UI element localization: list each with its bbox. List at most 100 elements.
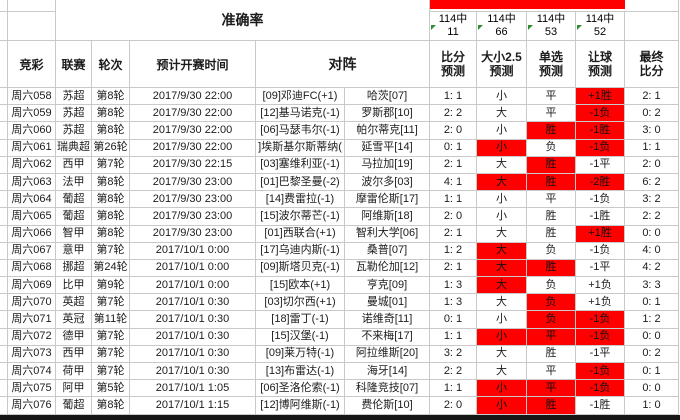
empty-cell[interactable] [625,12,679,41]
cell-handicap-prediction[interactable]: -1胜 [576,208,625,226]
cell-round[interactable]: 第8轮 [92,88,130,106]
cell-away-team[interactable]: 海牙[14] [345,363,430,381]
cell-home-team[interactable]: [18]雷丁(-1) [256,311,345,329]
cell-final-score[interactable]: 0: 2 [625,345,679,363]
cell-handicap-prediction[interactable]: +1负 [576,277,625,295]
cell-kickoff-time[interactable]: 2017/10/1 1:15 [130,397,256,415]
cell-final-score[interactable]: 0: 1 [625,294,679,312]
empty-cell[interactable] [8,12,56,41]
cell-final-score[interactable]: 0: 2 [625,105,679,123]
empty-cell[interactable] [0,294,8,312]
cell-single-pick-prediction[interactable]: 负 [527,277,576,295]
cell-score-prediction[interactable]: 2: 1 [430,259,477,278]
cell-away-team[interactable]: 帕尔蒂克[11] [345,122,430,140]
cell-score-prediction[interactable]: 4: 1 [430,173,477,192]
cell-kickoff-time[interactable]: 2017/9/30 23:00 [130,173,256,192]
cell-handicap-prediction[interactable]: -1负 [576,363,625,381]
empty-cell[interactable] [0,311,8,329]
cell-match-id[interactable]: 周六059 [8,105,56,123]
cell-away-team[interactable]: 阿拉维斯[20] [345,345,430,363]
cell-away-team[interactable]: 亨克[09] [345,277,430,295]
cell-over-under-prediction[interactable]: 大 [477,259,527,278]
cell-round[interactable]: 第24轮 [92,259,130,278]
cell-kickoff-time[interactable]: 2017/9/30 22:15 [130,156,256,174]
cell-match-id[interactable]: 周六071 [8,311,56,329]
cell-single-pick-prediction[interactable]: 负 [527,139,576,157]
cell-over-under-prediction[interactable]: 小 [477,311,527,329]
empty-cell[interactable] [0,225,8,243]
empty-cell[interactable] [8,0,56,12]
cell-league[interactable]: 挪超 [56,259,92,278]
cell-away-team[interactable]: 延雪平[14] [345,139,430,157]
cell-handicap-prediction[interactable]: -1平 [576,259,625,278]
cell-single-pick-prediction[interactable]: 胜 [527,122,576,140]
cell-home-team[interactable]: [01]巴黎圣曼(-2) [256,173,345,192]
cell-home-team[interactable]: [06]马瑟韦尔(-1) [256,122,345,140]
cell-single-pick-prediction[interactable]: 胜 [527,225,576,243]
cell-over-under-prediction[interactable]: 大 [477,363,527,381]
col-header-time[interactable]: 预计开赛时间 [130,41,256,88]
cell-final-score[interactable]: 1: 1 [625,139,679,157]
cell-kickoff-time[interactable]: 2017/10/1 0:30 [130,363,256,381]
cell-away-team[interactable]: 哈茨[07] [345,88,430,106]
empty-cell[interactable] [0,242,8,260]
cell-handicap-prediction[interactable]: -2胜 [576,173,625,192]
cell-single-pick-prediction[interactable]: 胜 [527,173,576,192]
cell-home-team[interactable]: [13]布雷达(-1) [256,363,345,381]
cell-over-under-prediction[interactable]: 大 [477,225,527,243]
cell-home-team[interactable]: ]埃斯基尔斯蒂纳( [256,139,345,157]
cell-home-team[interactable]: [01]西联合(+1) [256,225,345,243]
empty-cell[interactable] [0,122,8,140]
col-header-pick[interactable]: 单选 预测 [527,41,576,88]
cell-handicap-prediction[interactable]: -1平 [576,156,625,174]
cell-league[interactable]: 英冠 [56,311,92,329]
cell-over-under-prediction[interactable]: 大 [477,105,527,123]
cell-league[interactable]: 苏超 [56,105,92,123]
cell-kickoff-time[interactable]: 2017/10/1 0:00 [130,277,256,295]
col-header-league[interactable]: 联赛 [56,41,92,88]
cell-round[interactable]: 第8轮 [92,105,130,123]
accuracy-stat-pick[interactable]: 114中 53 [527,12,576,41]
cell-single-pick-prediction[interactable]: 胜 [527,259,576,278]
cell-away-team[interactable]: 诺维奇[11] [345,311,430,329]
cell-home-team[interactable]: [12]博阿维斯(-1) [256,397,345,415]
cell-match-id[interactable]: 周六073 [8,345,56,363]
cell-final-score[interactable]: 1: 0 [625,397,679,415]
cell-home-team[interactable]: [06]圣洛伦索(-1) [256,380,345,398]
empty-cell[interactable] [0,0,8,12]
cell-score-prediction[interactable]: 1: 1 [430,191,477,209]
empty-cell[interactable] [0,380,8,398]
cell-over-under-prediction[interactable]: 小 [477,397,527,415]
cell-league[interactable]: 葡超 [56,191,92,209]
accuracy-stat-handicap[interactable]: 114中 52 [576,12,625,41]
cell-score-prediction[interactable]: 0: 1 [430,311,477,329]
cell-kickoff-time[interactable]: 2017/10/1 0:30 [130,328,256,346]
cell-final-score[interactable]: 2: 0 [625,156,679,174]
cell-kickoff-time[interactable]: 2017/9/30 22:00 [130,105,256,123]
empty-cell[interactable] [0,328,8,346]
cell-league[interactable]: 英超 [56,294,92,312]
cell-round[interactable]: 第8轮 [92,225,130,243]
cell-over-under-prediction[interactable]: 小 [477,208,527,226]
cell-handicap-prediction[interactable]: +1胜 [576,88,625,106]
cell-round[interactable]: 第7轮 [92,345,130,363]
accuracy-stat-ou[interactable]: 114中 66 [477,12,527,41]
cell-score-prediction[interactable]: 1: 1 [430,88,477,106]
cell-match-id[interactable]: 周六072 [8,328,56,346]
cell-final-score[interactable]: 3: 0 [625,122,679,140]
cell-home-team[interactable]: [03]塞维利亚(-1) [256,156,345,174]
cell-away-team[interactable]: 阿维斯[18] [345,208,430,226]
cell-final-score[interactable]: 0: 0 [625,380,679,398]
cell-over-under-prediction[interactable]: 小 [477,88,527,106]
cell-final-score[interactable]: 3: 3 [625,277,679,295]
cell-match-id[interactable]: 周六064 [8,191,56,209]
cell-kickoff-time[interactable]: 2017/9/30 22:00 [130,122,256,140]
cell-home-team[interactable]: [09]邓迪FC(+1) [256,88,345,106]
cell-home-team[interactable]: [15]欧本(+1) [256,277,345,295]
cell-round[interactable]: 第26轮 [92,139,130,157]
cell-over-under-prediction[interactable]: 小 [477,191,527,209]
cell-round[interactable]: 第7轮 [92,156,130,174]
cell-kickoff-time[interactable]: 2017/10/1 0:30 [130,294,256,312]
cell-single-pick-prediction[interactable]: 平 [527,88,576,106]
empty-cell[interactable] [0,156,8,174]
